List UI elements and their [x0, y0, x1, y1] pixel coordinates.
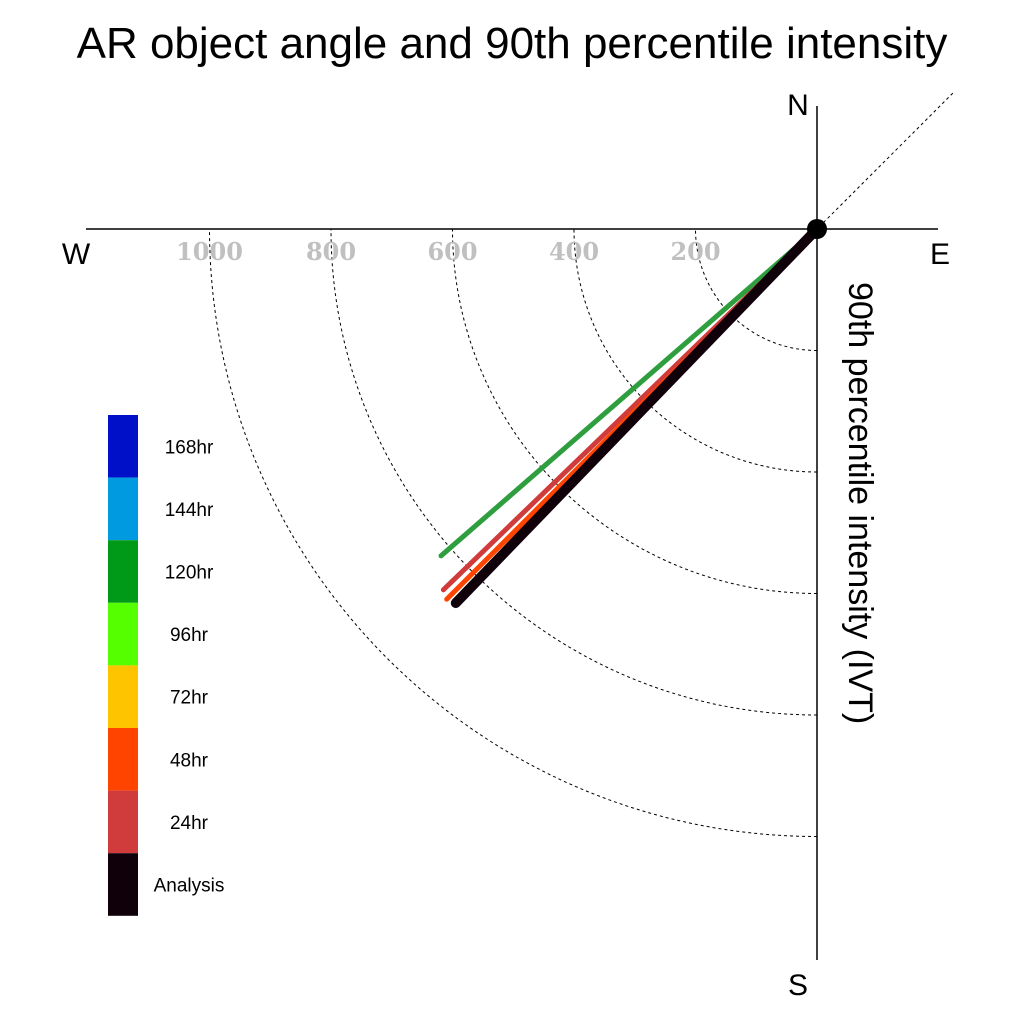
legend-swatch [108, 790, 138, 854]
legend-swatch [108, 602, 138, 666]
range-ring [573, 228, 818, 473]
legend-label: 144hr [165, 500, 214, 521]
legend-label: Analysis [154, 876, 225, 897]
legend-label: 96hr [170, 625, 209, 646]
vector-analysis [450, 224, 822, 609]
chart-title: AR object angle and 90th percentile inte… [77, 19, 948, 68]
radial-tick-label: 1000 [176, 237, 243, 266]
legend-label: 24hr [170, 813, 209, 834]
origin-point [807, 219, 827, 239]
legend-label: 168hr [165, 437, 214, 458]
compass-east-label: E [930, 238, 950, 271]
legend-swatch [108, 540, 138, 603]
range-ring [452, 228, 818, 594]
legend-swatch [108, 728, 138, 791]
radial-tick-label: 200 [670, 237, 720, 266]
compass-axes: N S E W [62, 89, 950, 1002]
compass-south-label: S [788, 969, 808, 1002]
radial-tick-label: 600 [427, 237, 477, 266]
compass-north-label: N [787, 89, 809, 122]
legend-swatch [108, 853, 138, 916]
legend-swatch [108, 665, 138, 728]
compass-west-label: W [62, 238, 91, 271]
legend: 168hr 144hr 120hr 96hr 72hr 48hr 24hr Analysis [108, 415, 224, 916]
legend-label: 120hr [165, 563, 214, 584]
y-axis-label: 90th percentile intensity (IVT) [841, 282, 879, 724]
legend-swatch [108, 477, 138, 541]
range-ring [209, 228, 818, 837]
range-ring [695, 228, 818, 351]
radial-tick-labels: 200 400 600 800 1000 [176, 237, 720, 266]
series-vectors [438, 224, 822, 609]
range-ring [330, 228, 818, 716]
radial-tick-label: 800 [306, 237, 356, 266]
vector-120hr [438, 226, 820, 559]
legend-label: 72hr [170, 688, 209, 709]
legend-label: 48hr [170, 750, 209, 771]
legend-swatch [108, 415, 138, 478]
radial-tick-label: 400 [549, 237, 599, 266]
